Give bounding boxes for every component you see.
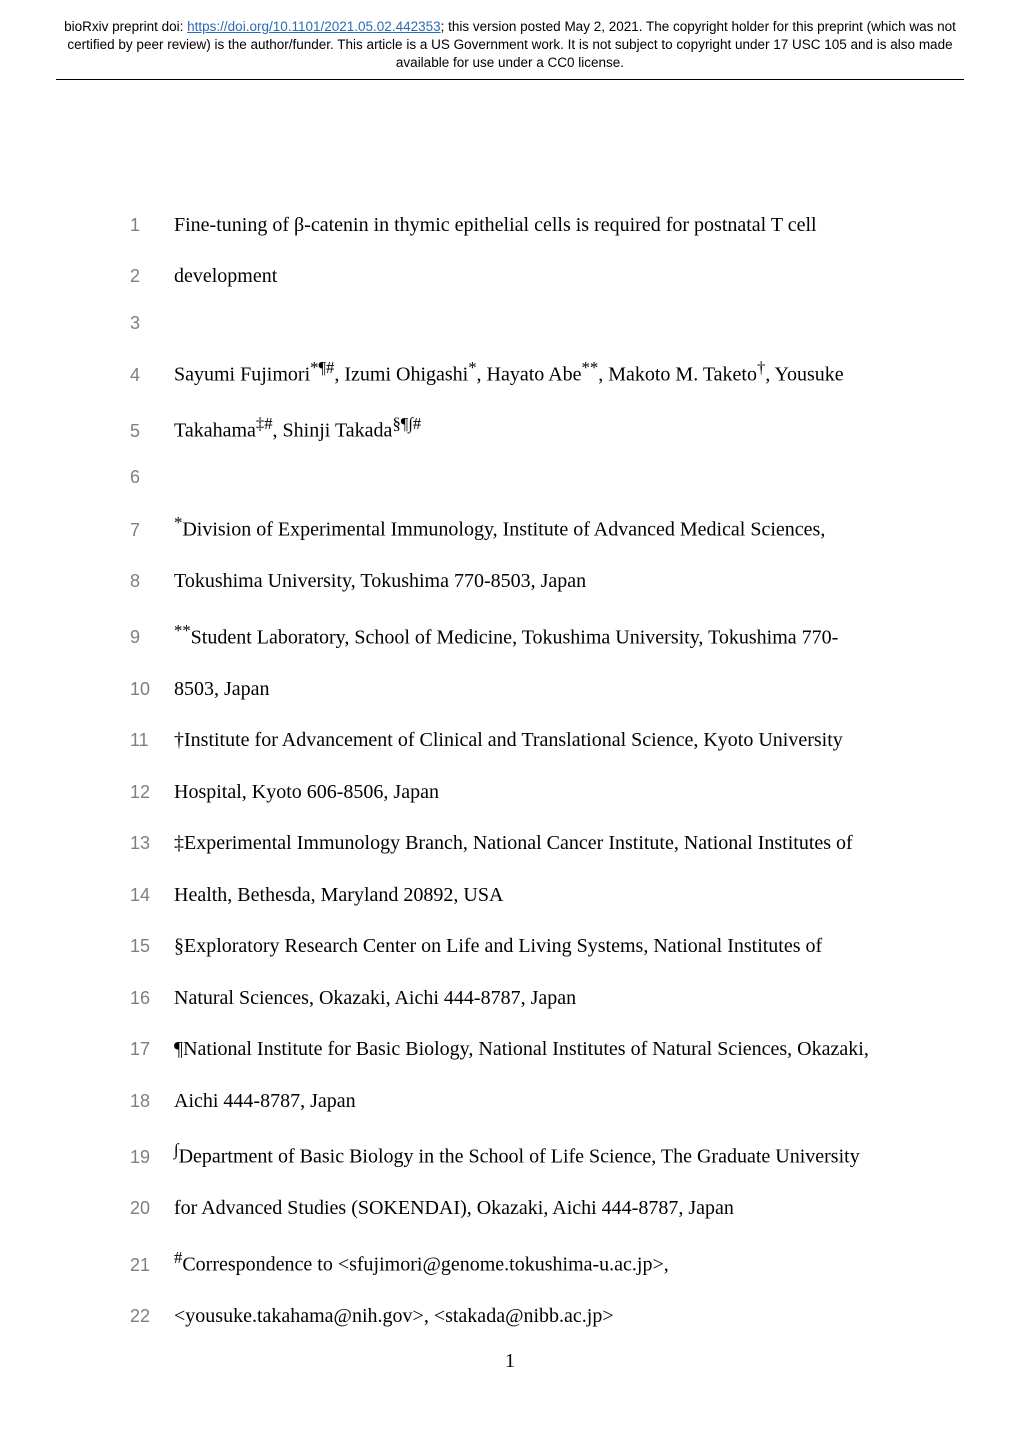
line-text: ¶National Institute for Basic Biology, N… [174, 1034, 869, 1064]
manuscript-line: 11†Institute for Advancement of Clinical… [130, 725, 890, 755]
line-number: 2 [130, 266, 174, 287]
manuscript-line: 21#Correspondence to <sfujimori@genome.t… [130, 1245, 890, 1280]
manuscript-body: 1Fine-tuning of β-catenin in thymic epit… [0, 80, 1020, 1331]
manuscript-line: 20for Advanced Studies (SOKENDAI), Okaza… [130, 1193, 890, 1223]
manuscript-line: 5Takahama‡#, Shinji Takada§¶∫# [130, 411, 890, 446]
line-text: Aichi 444-8787, Japan [174, 1086, 356, 1116]
manuscript-line: 15§Exploratory Research Center on Life a… [130, 931, 890, 961]
line-text: ∫Department of Basic Biology in the Scho… [174, 1137, 860, 1172]
line-text: §Exploratory Research Center on Life and… [174, 931, 822, 961]
line-text: Natural Sciences, Okazaki, Aichi 444-878… [174, 983, 576, 1013]
line-number: 12 [130, 782, 174, 803]
manuscript-line: 14Health, Bethesda, Maryland 20892, USA [130, 880, 890, 910]
line-text: **Student Laboratory, School of Medicine… [174, 618, 838, 653]
manuscript-line: 22<yousuke.takahama@nih.gov>, <stakada@n… [130, 1301, 890, 1331]
line-text: 8503, Japan [174, 674, 270, 704]
line-text: Fine-tuning of β-catenin in thymic epith… [174, 210, 817, 240]
line-text: Hospital, Kyoto 606-8506, Japan [174, 777, 439, 807]
line-number: 7 [130, 520, 174, 541]
line-number: 21 [130, 1255, 174, 1276]
manuscript-line: 108503, Japan [130, 674, 890, 704]
line-text: #Correspondence to <sfujimori@genome.tok… [174, 1245, 669, 1280]
manuscript-line: 7*Division of Experimental Immunology, I… [130, 510, 890, 545]
manuscript-line: 2development [130, 261, 890, 291]
line-text: for Advanced Studies (SOKENDAI), Okazaki… [174, 1193, 734, 1223]
line-number: 3 [130, 313, 174, 334]
doi-link[interactable]: https://doi.org/10.1101/2021.05.02.44235… [187, 19, 440, 34]
line-text: ‡Experimental Immunology Branch, Nationa… [174, 828, 853, 858]
preprint-header-text: bioRxiv preprint doi: https://doi.org/10… [56, 18, 964, 73]
manuscript-line: 3 [130, 313, 890, 334]
manuscript-line: 19∫Department of Basic Biology in the Sc… [130, 1137, 890, 1172]
line-number: 13 [130, 833, 174, 854]
line-number: 17 [130, 1039, 174, 1060]
manuscript-line: 1Fine-tuning of β-catenin in thymic epit… [130, 210, 890, 240]
manuscript-line: 12Hospital, Kyoto 606-8506, Japan [130, 777, 890, 807]
line-number: 19 [130, 1147, 174, 1168]
page-number: 1 [0, 1350, 1020, 1373]
line-number: 4 [130, 365, 174, 386]
line-number: 6 [130, 467, 174, 488]
line-number: 10 [130, 679, 174, 700]
line-number: 8 [130, 571, 174, 592]
line-text: Takahama‡#, Shinji Takada§¶∫# [174, 411, 421, 446]
line-number: 9 [130, 627, 174, 648]
manuscript-line: 9**Student Laboratory, School of Medicin… [130, 618, 890, 653]
line-number: 20 [130, 1198, 174, 1219]
line-number: 18 [130, 1091, 174, 1112]
manuscript-line: 4Sayumi Fujimori*¶#, Izumi Ohigashi*, Ha… [130, 355, 890, 390]
line-number: 11 [130, 730, 174, 751]
manuscript-line: 17¶National Institute for Basic Biology,… [130, 1034, 890, 1064]
header-prefix: bioRxiv preprint doi: [64, 19, 187, 34]
line-text: †Institute for Advancement of Clinical a… [174, 725, 843, 755]
preprint-header: bioRxiv preprint doi: https://doi.org/10… [0, 0, 1020, 80]
line-text: <yousuke.takahama@nih.gov>, <stakada@nib… [174, 1301, 614, 1331]
line-text: Tokushima University, Tokushima 770-8503… [174, 566, 586, 596]
line-text: Sayumi Fujimori*¶#, Izumi Ohigashi*, Hay… [174, 355, 844, 390]
manuscript-line: 6 [130, 467, 890, 488]
line-number: 1 [130, 215, 174, 236]
line-number: 16 [130, 988, 174, 1009]
line-text: *Division of Experimental Immunology, In… [174, 510, 825, 545]
manuscript-line: 16Natural Sciences, Okazaki, Aichi 444-8… [130, 983, 890, 1013]
manuscript-line: 8Tokushima University, Tokushima 770-850… [130, 566, 890, 596]
line-number: 22 [130, 1306, 174, 1327]
line-text: Health, Bethesda, Maryland 20892, USA [174, 880, 503, 910]
line-number: 15 [130, 936, 174, 957]
manuscript-line: 13‡Experimental Immunology Branch, Natio… [130, 828, 890, 858]
line-text: development [174, 261, 277, 291]
line-number: 14 [130, 885, 174, 906]
manuscript-line: 18Aichi 444-8787, Japan [130, 1086, 890, 1116]
line-number: 5 [130, 421, 174, 442]
